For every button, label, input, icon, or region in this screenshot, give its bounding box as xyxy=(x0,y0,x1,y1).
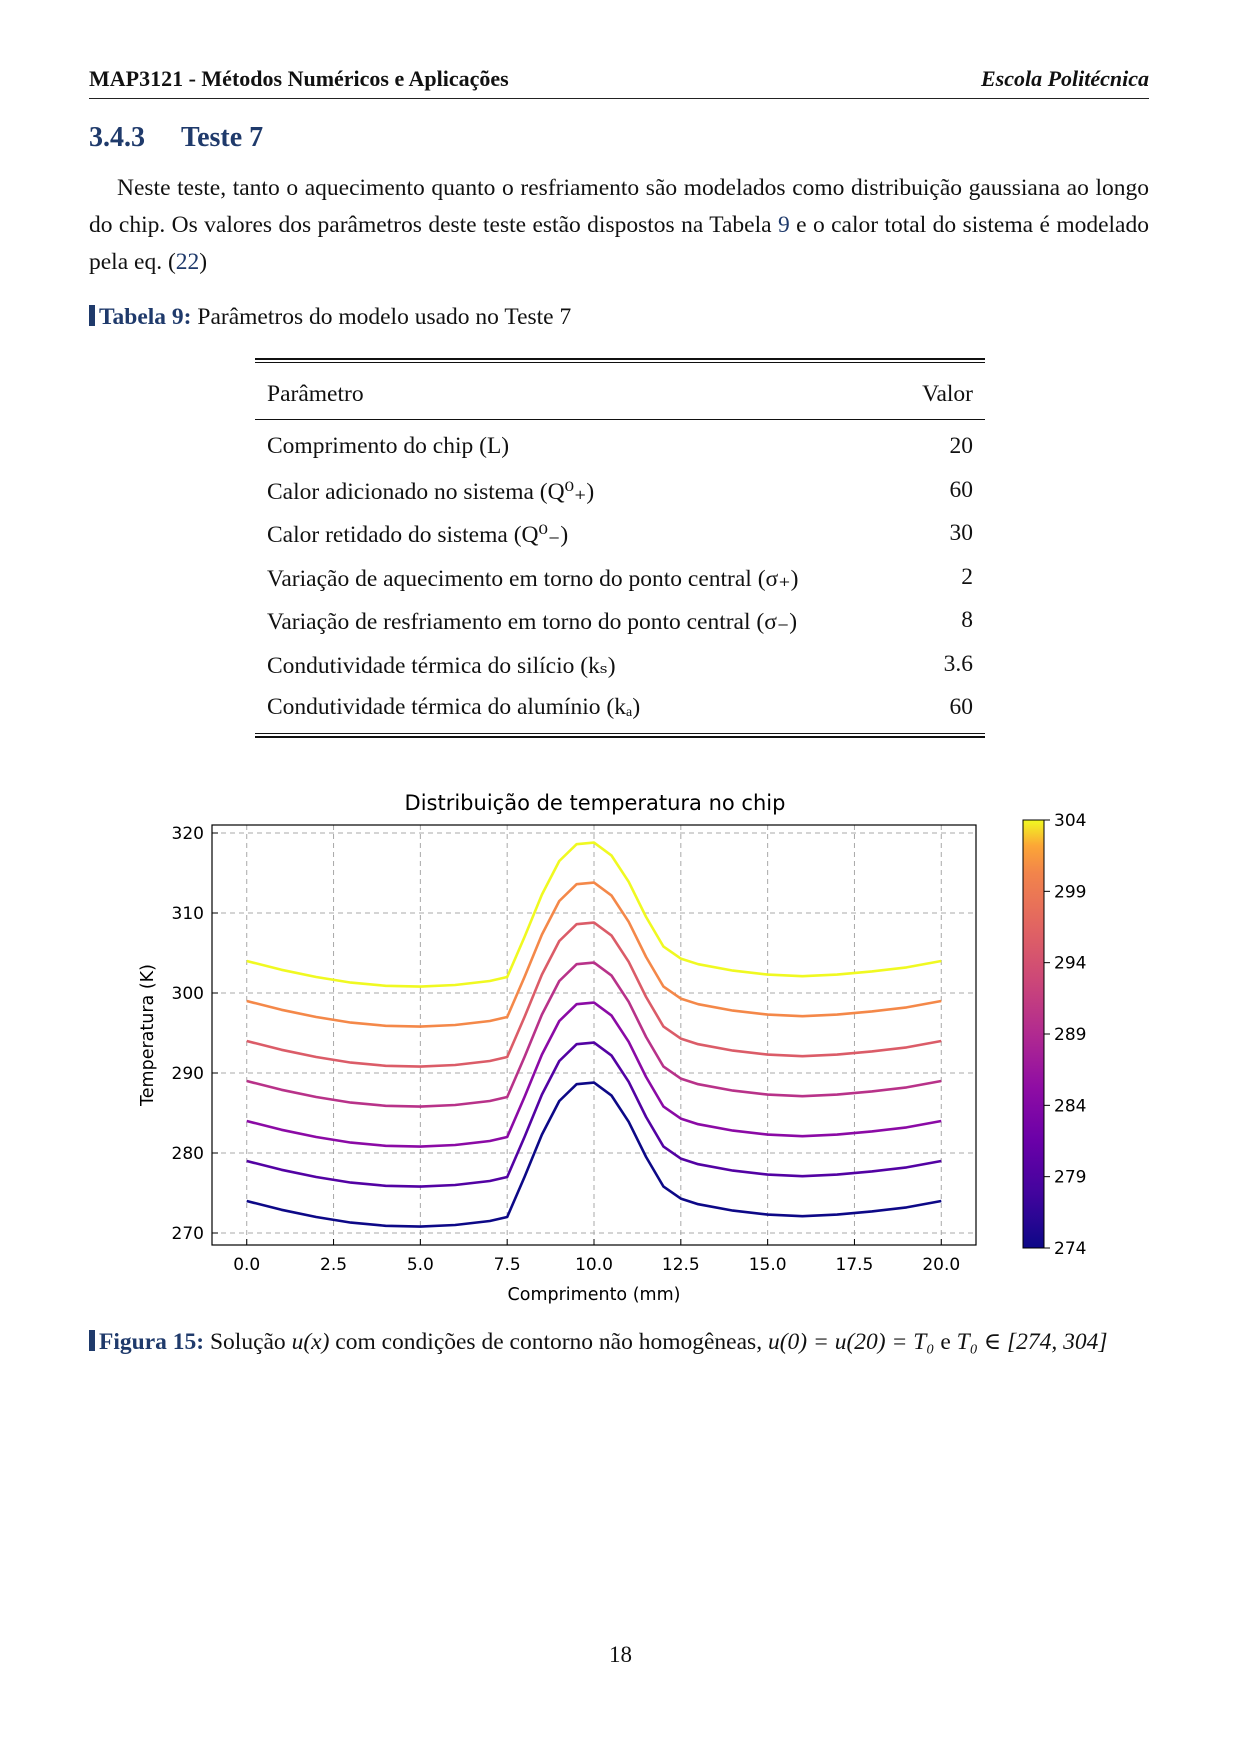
school-name: Escola Politécnica xyxy=(980,66,1149,91)
y-tick-label: 320 xyxy=(172,824,204,844)
body-paragraph: Neste teste, tanto o aquecimento quanto … xyxy=(89,170,1149,281)
value-cell: 30 xyxy=(949,520,974,546)
table-caption-text: Parâmetros do modelo usado no Teste 7 xyxy=(197,304,572,330)
colorbar-tick-label: 284 xyxy=(1054,1096,1086,1116)
x-tick-label: 0.0 xyxy=(233,1255,260,1275)
series-line-299 xyxy=(246,881,942,1028)
table-bottom-rule xyxy=(255,735,985,738)
colorbar-tick-label: 304 xyxy=(1054,811,1086,831)
colorbar-tick-label: 294 xyxy=(1054,954,1086,974)
y-tick-label: 300 xyxy=(172,984,204,1004)
figure-caption-math: T₀ ∈ [274, 304] xyxy=(956,1329,1108,1355)
table-row: Variação de aquecimento em torno do pont… xyxy=(255,555,985,599)
y-tick-label: 270 xyxy=(172,1224,204,1244)
chart-grid xyxy=(212,825,976,1245)
x-tick-label: 7.5 xyxy=(494,1255,521,1275)
value-cell: 8 xyxy=(961,607,973,633)
caption-marker-icon xyxy=(89,305,95,326)
value-cell: 3.6 xyxy=(943,650,973,677)
series-line-274 xyxy=(246,1081,942,1228)
colorbar-tick-label: 274 xyxy=(1054,1239,1086,1259)
paragraph-text: ) xyxy=(199,249,208,275)
running-header: MAP3121 - Métodos Numéricos e Aplicações… xyxy=(89,62,1149,99)
y-axis-label: Temperatura (K) xyxy=(138,964,158,1107)
series-line-284 xyxy=(246,1001,942,1148)
section-heading: 3.4.3 Teste 7 xyxy=(89,122,263,154)
x-tick-label: 12.5 xyxy=(662,1255,700,1275)
caption-marker-icon xyxy=(89,1330,95,1351)
parameters-table: Parâmetro Valor Comprimento do chip (L) 2… xyxy=(255,358,985,740)
table-row: Condutividade térmica do silício (kₛ) 3.6 xyxy=(255,642,985,686)
figure-caption: Figura 15: Solução u(x) com condições de… xyxy=(89,1326,1149,1359)
figure-caption-math: u(x) xyxy=(291,1329,330,1355)
header-value: Valor xyxy=(922,381,973,407)
figure-caption-text: com condições de contorno não homogêneas… xyxy=(329,1329,768,1355)
colorbar xyxy=(1022,819,1045,1249)
series-line-304 xyxy=(246,841,942,988)
y-tick-label: 290 xyxy=(172,1064,204,1084)
temperature-chart: Distribuição de temperatura no chip 0.0 2… xyxy=(138,791,1086,1305)
series-line-289 xyxy=(246,961,942,1108)
param-cell: Comprimento do chip (L) xyxy=(267,433,510,459)
table-caption-label: Tabela 9: xyxy=(99,304,192,330)
section-title: Teste 7 xyxy=(181,122,264,153)
series-line-279 xyxy=(246,1041,942,1188)
x-axis-ticks: 0.0 2.5 5.0 7.5 10.0 12.5 15.0 17.5 20.0 xyxy=(233,1239,960,1275)
table-row: Calor retidado do sistema (Q⁰₋) 30 xyxy=(255,511,985,555)
figure-caption-text: Solução xyxy=(209,1329,292,1355)
header-param: Parâmetro xyxy=(267,381,364,407)
table-ref-link[interactable]: 9 xyxy=(777,212,790,238)
paragraph-text: Neste teste, tanto o aquecimento quanto … xyxy=(89,175,1149,238)
value-cell: 60 xyxy=(949,694,974,720)
value-cell: 20 xyxy=(949,433,974,459)
table-body: Comprimento do chip (L) 20 Calor adicionad… xyxy=(255,424,985,729)
table-header-row: Parâmetro Valor xyxy=(255,363,985,419)
x-tick-label: 15.0 xyxy=(749,1255,787,1275)
colorbar-ticks: 304 299 294 289 284 279 274 xyxy=(1044,811,1086,1259)
section-number: 3.4.3 xyxy=(89,122,145,153)
table-mid-rule xyxy=(255,419,985,420)
value-cell: 60 xyxy=(949,476,974,503)
param-cell: Variação de resfriamento em torno do pon… xyxy=(267,609,798,635)
value-cell: 2 xyxy=(961,563,973,590)
table-caption: Tabela 9: Parâmetros do modelo usado no … xyxy=(89,304,571,331)
param-cell: Calor adicionado no sistema (Q⁰₊) xyxy=(267,478,595,505)
paragraph-text: e o calor total do sistema é modelado pe… xyxy=(89,212,1149,275)
x-axis-label: Comprimento (mm) xyxy=(508,1285,681,1305)
x-tick-label: 2.5 xyxy=(320,1255,347,1275)
page-number: 18 xyxy=(609,1642,632,1667)
param-cell: Condutividade térmica do alumínio (kₐ) xyxy=(267,694,641,720)
table-top-rule-inner xyxy=(255,362,985,363)
table-row: Condutividade térmica do alumínio (kₐ) 60 xyxy=(255,685,985,729)
table-row: Variação de resfriamento em torno do pon… xyxy=(255,598,985,642)
colorbar-tick-label: 289 xyxy=(1054,1025,1086,1045)
y-tick-label: 310 xyxy=(172,904,204,924)
equation-ref-link[interactable]: 22 xyxy=(175,249,200,275)
x-tick-label: 17.5 xyxy=(836,1255,874,1275)
series-line-294 xyxy=(246,921,942,1068)
x-tick-label: 10.0 xyxy=(575,1255,613,1275)
course-title: MAP3121 - Métodos Numéricos e Aplicações xyxy=(89,66,509,91)
param-cell: Variação de aquecimento em torno do pont… xyxy=(267,565,799,592)
table-top-rule xyxy=(255,358,985,360)
chart-title: Distribuição de temperatura no chip xyxy=(405,791,786,815)
y-axis-ticks: 270 280 290 300 310 320 xyxy=(172,824,218,1244)
y-tick-label: 280 xyxy=(172,1144,204,1164)
table-row: Comprimento do chip (L) 20 xyxy=(255,424,985,468)
colorbar-tick-label: 279 xyxy=(1054,1168,1086,1188)
x-tick-label: 20.0 xyxy=(922,1255,960,1275)
colorbar-tick-label: 299 xyxy=(1054,882,1086,902)
x-tick-label: 5.0 xyxy=(407,1255,434,1275)
chart-series xyxy=(246,841,942,1228)
table-row: Calor adicionado no sistema (Q⁰₊) 60 xyxy=(255,468,985,512)
figure-caption-math: u(0) = u(20) = T₀ xyxy=(767,1329,935,1355)
figure-caption-text: e xyxy=(934,1329,957,1355)
param-cell: Calor retidado do sistema (Q⁰₋) xyxy=(267,522,569,548)
figure-caption-label: Figura 15: xyxy=(99,1329,205,1355)
table-bottom-rule-inner xyxy=(255,732,985,734)
param-cell: Condutividade térmica do silício (kₛ) xyxy=(267,652,616,679)
